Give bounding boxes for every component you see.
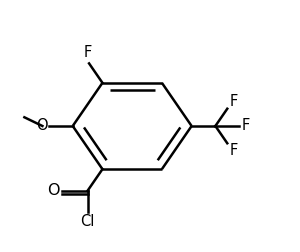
- Text: F: F: [83, 45, 92, 60]
- Text: F: F: [242, 118, 250, 134]
- Text: O: O: [36, 118, 47, 134]
- Text: O: O: [47, 183, 59, 198]
- Text: F: F: [230, 94, 238, 109]
- Text: F: F: [230, 143, 238, 158]
- Text: Cl: Cl: [80, 214, 95, 229]
